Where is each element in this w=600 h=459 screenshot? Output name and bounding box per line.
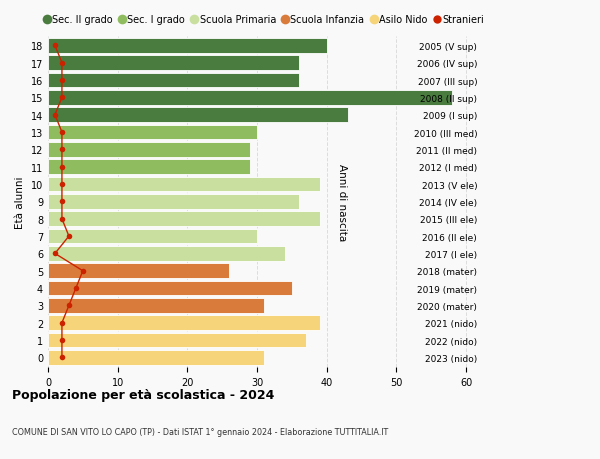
Bar xyxy=(48,143,250,157)
Bar xyxy=(48,108,347,123)
Y-axis label: Età alunni: Età alunni xyxy=(15,176,25,228)
Point xyxy=(50,250,60,257)
Point xyxy=(57,181,67,188)
Bar xyxy=(48,39,327,54)
Bar xyxy=(48,316,320,330)
Bar xyxy=(48,73,299,88)
Bar xyxy=(48,229,257,244)
Point xyxy=(57,198,67,206)
Point xyxy=(57,129,67,136)
Point xyxy=(64,302,74,309)
Y-axis label: Anni di nascita: Anni di nascita xyxy=(337,163,347,241)
Point xyxy=(71,285,80,292)
Bar xyxy=(48,177,320,192)
Point xyxy=(57,354,67,361)
Text: Popolazione per età scolastica - 2024: Popolazione per età scolastica - 2024 xyxy=(12,388,274,401)
Point xyxy=(57,77,67,84)
Bar xyxy=(48,246,285,261)
Bar xyxy=(48,264,229,279)
Point xyxy=(57,60,67,67)
Bar xyxy=(48,350,264,365)
Bar xyxy=(48,91,452,106)
Bar xyxy=(48,125,257,140)
Bar xyxy=(48,298,264,313)
Bar xyxy=(48,160,250,175)
Point xyxy=(50,43,60,50)
Point xyxy=(57,164,67,171)
Point xyxy=(57,319,67,327)
Legend: Sec. II grado, Sec. I grado, Scuola Primaria, Scuola Infanzia, Asilo Nido, Stran: Sec. II grado, Sec. I grado, Scuola Prim… xyxy=(44,15,484,25)
Bar xyxy=(48,195,299,209)
Bar xyxy=(48,212,320,227)
Point xyxy=(78,268,88,275)
Point xyxy=(57,146,67,154)
Text: COMUNE DI SAN VITO LO CAPO (TP) - Dati ISTAT 1° gennaio 2024 - Elaborazione TUTT: COMUNE DI SAN VITO LO CAPO (TP) - Dati I… xyxy=(12,427,388,436)
Point xyxy=(64,233,74,240)
Point xyxy=(57,337,67,344)
Bar xyxy=(48,333,306,348)
Point xyxy=(57,95,67,102)
Bar xyxy=(48,281,292,296)
Point xyxy=(50,112,60,119)
Point xyxy=(57,216,67,223)
Bar xyxy=(48,56,299,71)
